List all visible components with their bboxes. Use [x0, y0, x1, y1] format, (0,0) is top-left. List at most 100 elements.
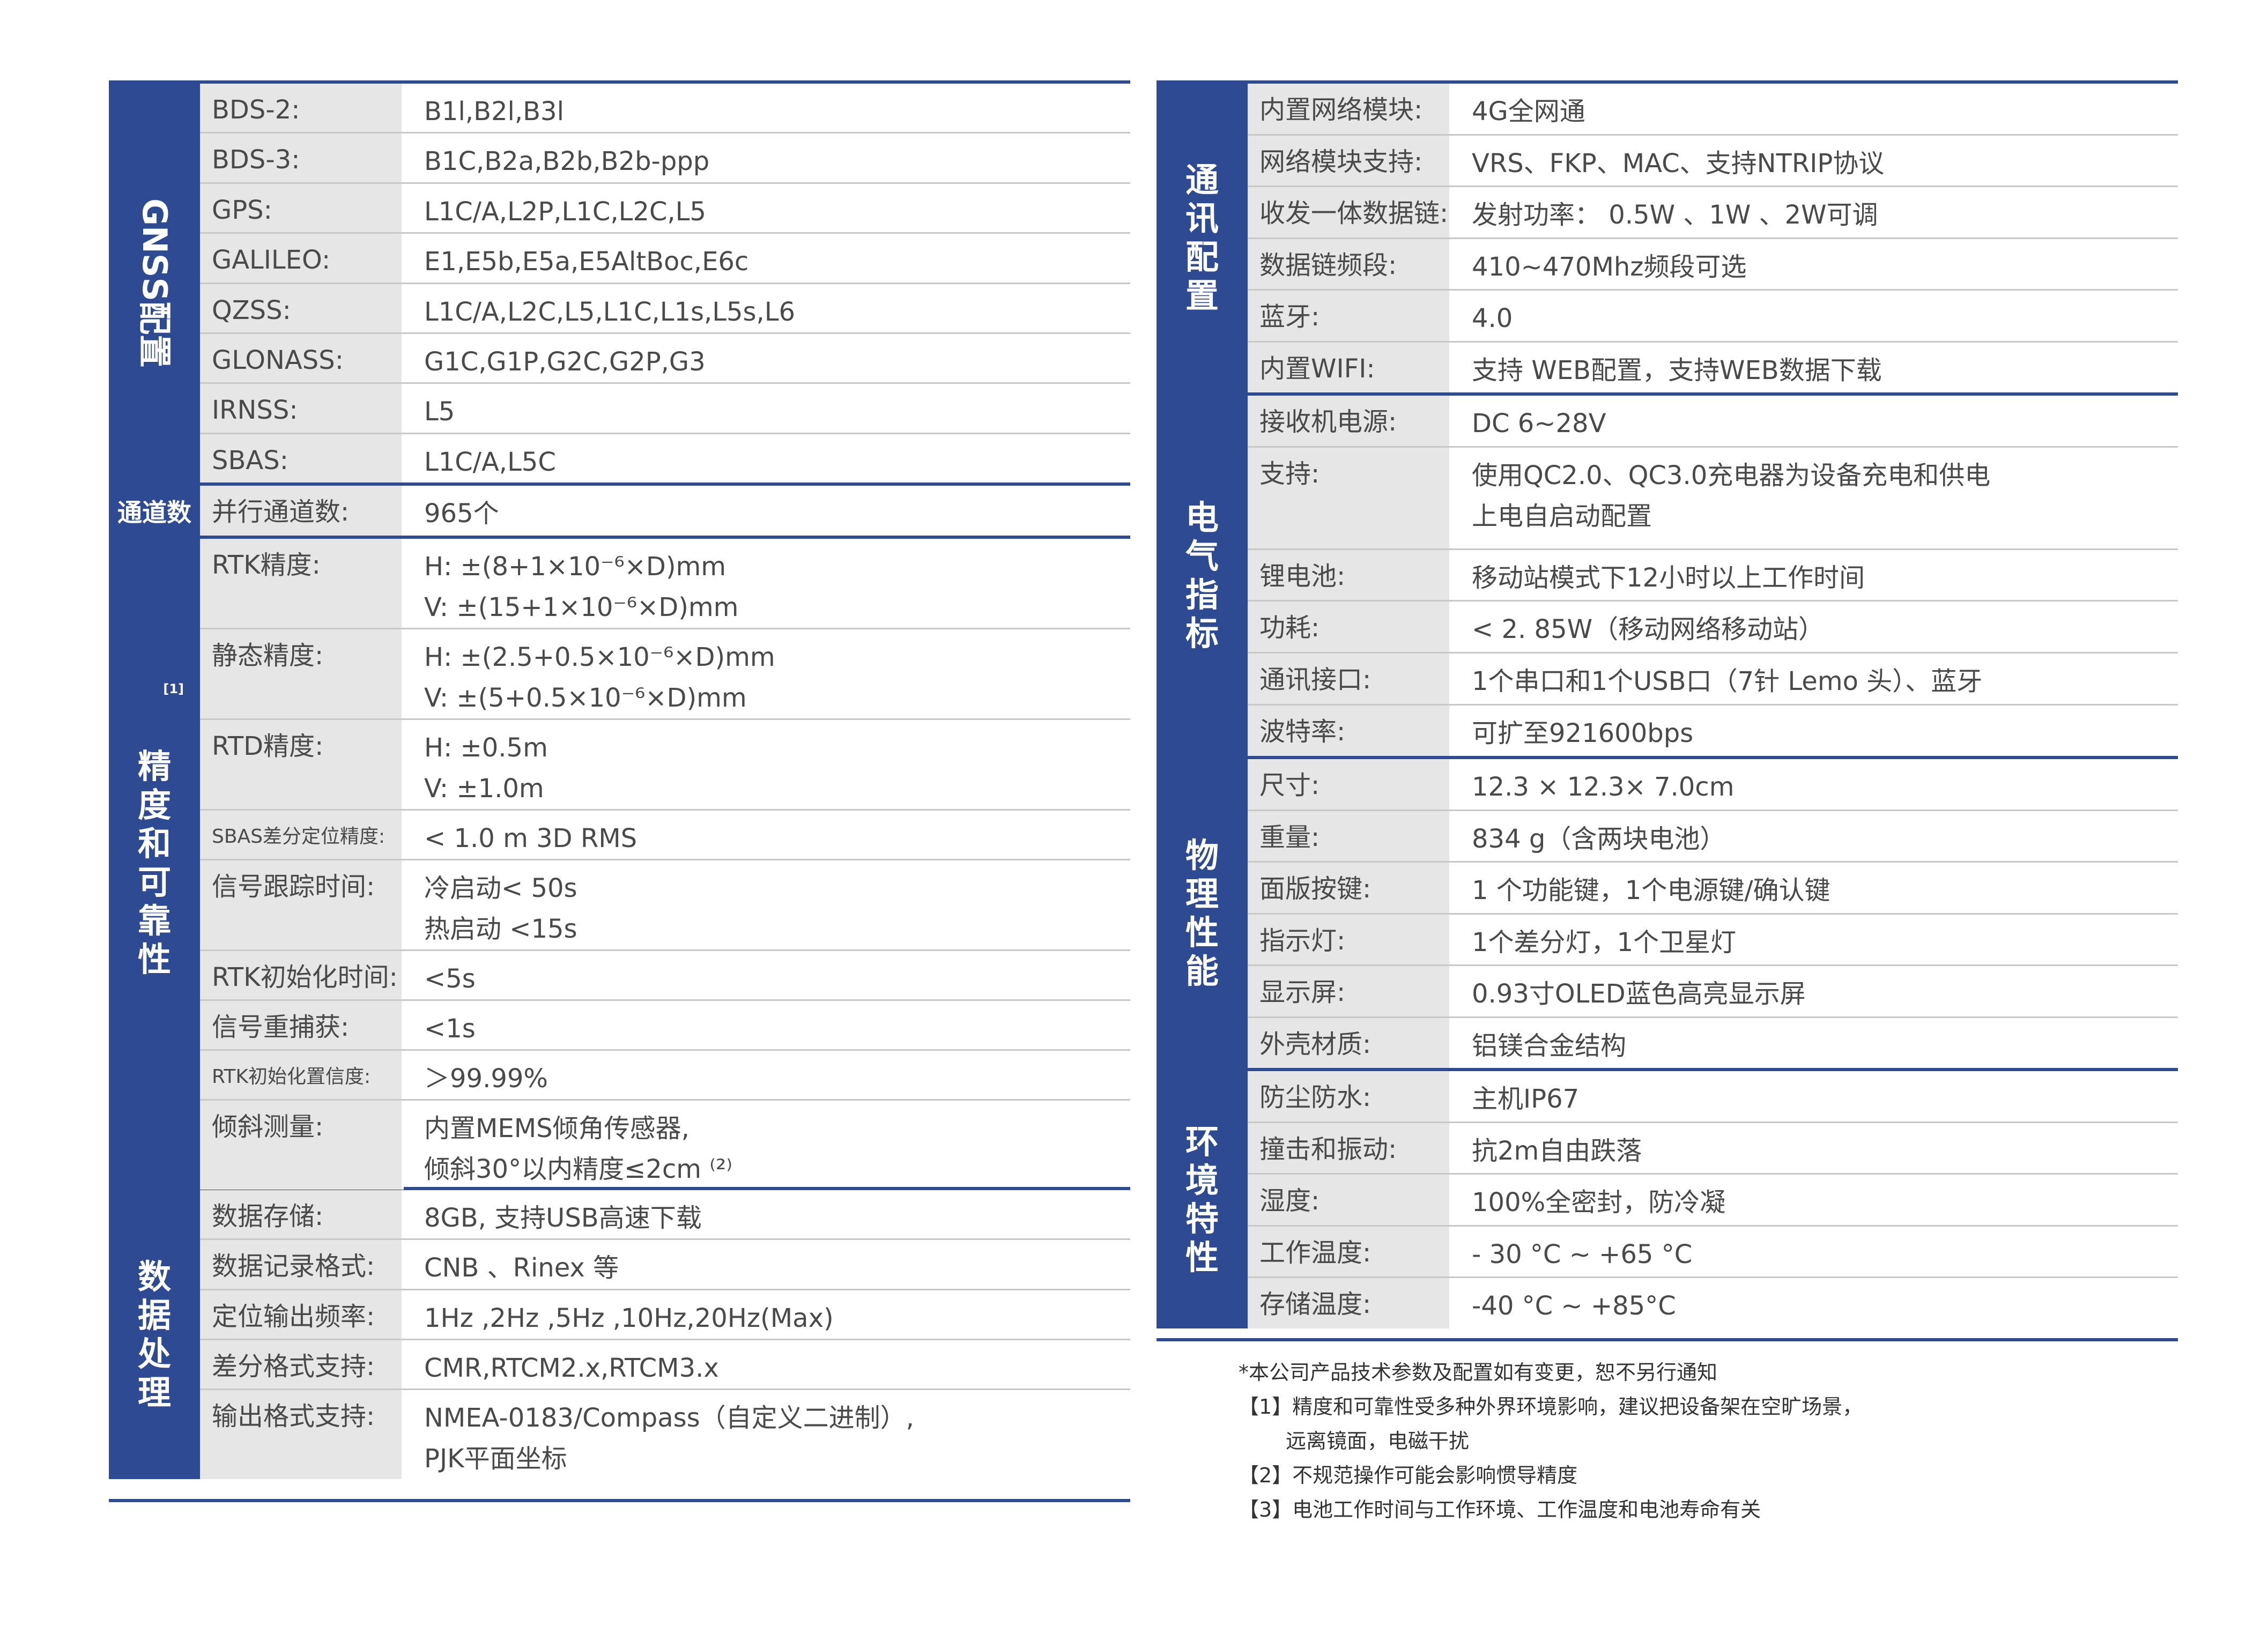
spec-value-line: 上电自启动配置	[1472, 501, 1652, 531]
spec-value: CMR,RTCM2.x,RTCM3.x	[404, 1340, 1130, 1389]
spec-label: BDS-3:	[200, 133, 404, 182]
section-title-char: 靠	[137, 901, 171, 940]
spec-value-line: VRS、FKP、MAC、支持NTRIP协议	[1472, 148, 1885, 179]
spec-value: - 30 °C ~ +65 °C	[1451, 1227, 2178, 1277]
spec-row: 收发一体数据链: 发射功率： 0.5W 、1W 、2W可调	[1248, 185, 2178, 237]
footnote-1-continued: 远离镜面，电磁干扰	[1286, 1429, 1470, 1453]
spec-value-line: V: ±(15+1×10⁻⁶×D)mm	[424, 592, 739, 622]
spec-value-line: 410~470Mhz频段可选	[1472, 251, 1747, 282]
section-left-2: 精度和可靠性 [1] RTK精度: H: ±(8+1×10⁻⁶×D)mm V: ±(15…	[109, 536, 1130, 1190]
spec-row: RTK初始化时间: <5s	[200, 949, 1130, 999]
section-title-char: 能	[1185, 952, 1219, 991]
spec-value-line: 100%全密封，防冷凝	[1472, 1187, 1726, 1218]
spec-value-line: H: ±0.5m	[424, 733, 548, 763]
section-right-1: 电气指标接收机电源: DC 6~28V 支持: 使用QC2.0、QC3.0充电器为设备…	[1157, 392, 2178, 756]
section-title-char: S	[135, 277, 174, 302]
spec-row: 内置网络模块: 4G全网通	[1248, 84, 2178, 134]
spec-label: 输出格式支持:	[200, 1390, 404, 1480]
spec-row: 差分格式支持: CMR,RTCM2.x,RTCM3.x	[200, 1339, 1130, 1389]
spec-value: <5s	[404, 951, 1130, 999]
spec-row: SBAS差分定位精度: < 1.0 m 3D RMS	[200, 809, 1130, 859]
spec-row: 内置WIFI: 支持 WEB配置，支持WEB数据下载	[1248, 340, 2178, 392]
section-title-char: 精	[137, 746, 171, 786]
section-title: 通道数	[117, 498, 191, 527]
spec-row: 工作温度: - 30 °C ~ +65 °C	[1248, 1224, 2178, 1277]
spec-value-line: 抗2m自由跌落	[1472, 1135, 1642, 1166]
spec-value-line: 支持 WEB配置，支持WEB数据下载	[1472, 355, 1882, 385]
section-title: 精度和可靠性	[138, 747, 171, 979]
spec-value: 1个串口和1个USB口（7针 Lemo 头）、蓝牙	[1451, 654, 2178, 704]
spec-label: 重量:	[1248, 811, 1451, 861]
disclaimer-note: *本公司产品技术参数及配置如有变更，恕不另行通知	[1239, 1361, 1718, 1384]
spec-row: BDS-3: B1C,B2a,B2b,B2b-ppp	[200, 132, 1130, 182]
spec-value: L1C/A,L2P,L1C,L2C,L5	[404, 184, 1130, 232]
section-title-char: 理	[1185, 874, 1219, 914]
section-right-3: 环境特性防尘防水: 主机IP67 撞击和振动: 抗2m自由跌落 湿度: 100%全密封，防…	[1157, 1068, 2178, 1328]
spec-value-line: L1C/A,L2P,L1C,L2C,L5	[424, 196, 706, 227]
section-title-char: 标	[1185, 614, 1219, 653]
spec-row: 网络模块支持: VRS、FKP、MAC、支持NTRIP协议	[1248, 133, 2178, 185]
spec-label: GALILEO:	[200, 234, 404, 283]
spec-label: 通讯接口:	[1248, 654, 1451, 704]
spec-label: 波特率:	[1248, 706, 1451, 756]
spec-label: IRNSS:	[200, 384, 404, 433]
spec-value: 965个	[404, 486, 1130, 536]
spec-label: 指示灯:	[1248, 914, 1451, 964]
spec-row: 面版按键: 1 个功能键，1个电源键/确认键	[1248, 861, 2178, 913]
spec-value: -40 °C ~ +85°C	[1451, 1278, 2178, 1328]
spec-row: 通讯接口: 1个串口和1个USB口（7针 Lemo 头）、蓝牙	[1248, 652, 2178, 704]
spec-value: <1s	[404, 1001, 1130, 1049]
section-title-char: 环	[1185, 1122, 1219, 1161]
section-title-char: 性	[1185, 913, 1219, 952]
spec-row: RTD精度: H: ±0.5m V: ±1.0m	[200, 718, 1130, 809]
spec-value-line: 8GB, 支持USB高速下载	[424, 1203, 702, 1233]
spec-value-line: 1 个功能键，1个电源键/确认键	[1472, 875, 1830, 905]
spec-value: < 2. 85W（移动网络移动站）	[1451, 602, 2178, 652]
spec-value: H: ±(8+1×10⁻⁶×D)mm V: ±(15+1×10⁻⁶×D)mm	[404, 539, 1130, 628]
section-title-char: 配	[135, 301, 174, 335]
spec-value-line: H: ±(2.5+0.5×10⁻⁶×D)mm	[424, 642, 775, 672]
section-title-band: 物理性能	[1157, 759, 1248, 1068]
section-title-char: 和	[137, 823, 171, 863]
spec-value-line: 内置MEMS倾角传感器,	[424, 1113, 690, 1144]
spec-row: GPS: L1C/A,L2P,L1C,L2C,L5	[200, 182, 1130, 233]
spec-value: 可扩至921600bps	[1451, 706, 2178, 756]
section-title-char: 据	[137, 1295, 171, 1335]
spec-value: 冷启动< 50s 热启动 <15s	[404, 860, 1130, 949]
spec-value-line: 4G全网通	[1472, 96, 1585, 127]
footnote-3: 【3】电池工作时间与工作环境、工作温度和电池寿命有关	[1239, 1498, 1761, 1521]
spec-label: 内置网络模块:	[1248, 84, 1451, 134]
spec-label: 数据链频段:	[1248, 239, 1451, 289]
spec-row: RTK精度: H: ±(8+1×10⁻⁶×D)mm V: ±(15+1×10⁻⁶×D…	[200, 539, 1130, 628]
spec-value: 抗2m自由跌落	[1451, 1123, 2178, 1174]
spec-row: 信号跟踪时间: 冷启动< 50s 热启动 <15s	[200, 859, 1130, 949]
spec-row: 波特率: 可扩至921600bps	[1248, 704, 2178, 756]
spec-value: 0.93寸OLED蓝色高亮显示屏	[1451, 966, 2178, 1016]
spec-row: 显示屏: 0.93寸OLED蓝色高亮显示屏	[1248, 964, 2178, 1016]
spec-row: 接收机电源: DC 6~28V	[1248, 396, 2178, 446]
spec-label: 功耗:	[1248, 602, 1451, 652]
spec-label: 锂电池:	[1248, 550, 1451, 600]
spec-value: L1C/A,L5C	[404, 434, 1130, 482]
spec-row: 并行通道数: 965个	[200, 486, 1130, 536]
spec-value: NMEA-0183/Compass（自定义二进制）, PJK平面坐标	[404, 1390, 1130, 1479]
spec-row: 静态精度: H: ±(2.5+0.5×10⁻⁶×D)mm V: ±(5+0.5×10…	[200, 628, 1130, 718]
spec-value-line: B1l,B2l,B3l	[424, 96, 564, 127]
spec-value: 1个差分灯，1个卫星灯	[1451, 915, 2178, 965]
section-title: 通讯配置	[1185, 161, 1219, 315]
section-title-char: S	[135, 253, 174, 278]
spec-label: 信号跟踪时间:	[200, 860, 404, 949]
spec-value: CNB 、Rinex 等	[404, 1240, 1130, 1288]
spec-value: 使用QC2.0、QC3.0充电器为设备充电和供电 上电自启动配置	[1451, 448, 2178, 548]
section-title-band: 通道数	[109, 486, 200, 536]
spec-value: 4.0	[1451, 291, 2178, 341]
section-title-char: 讯	[1185, 199, 1219, 238]
spec-row: 数据存储: 8GB, 支持USB高速下载	[200, 1190, 1130, 1239]
section-title-char: 配	[1185, 237, 1219, 277]
spec-label: RTK初始化置信度:	[200, 1051, 404, 1099]
spec-row: 湿度: 100%全密封，防冷凝	[1248, 1173, 2178, 1225]
section-title-char: 气	[1185, 537, 1219, 576]
spec-label: 防尘防水:	[1248, 1071, 1451, 1122]
specs-table-right: 通讯配置内置网络模块: 4G全网通网络模块支持: VRS、FKP、MAC、支持NTR…	[1157, 80, 2178, 1341]
section-title-char: 物	[1185, 836, 1219, 875]
